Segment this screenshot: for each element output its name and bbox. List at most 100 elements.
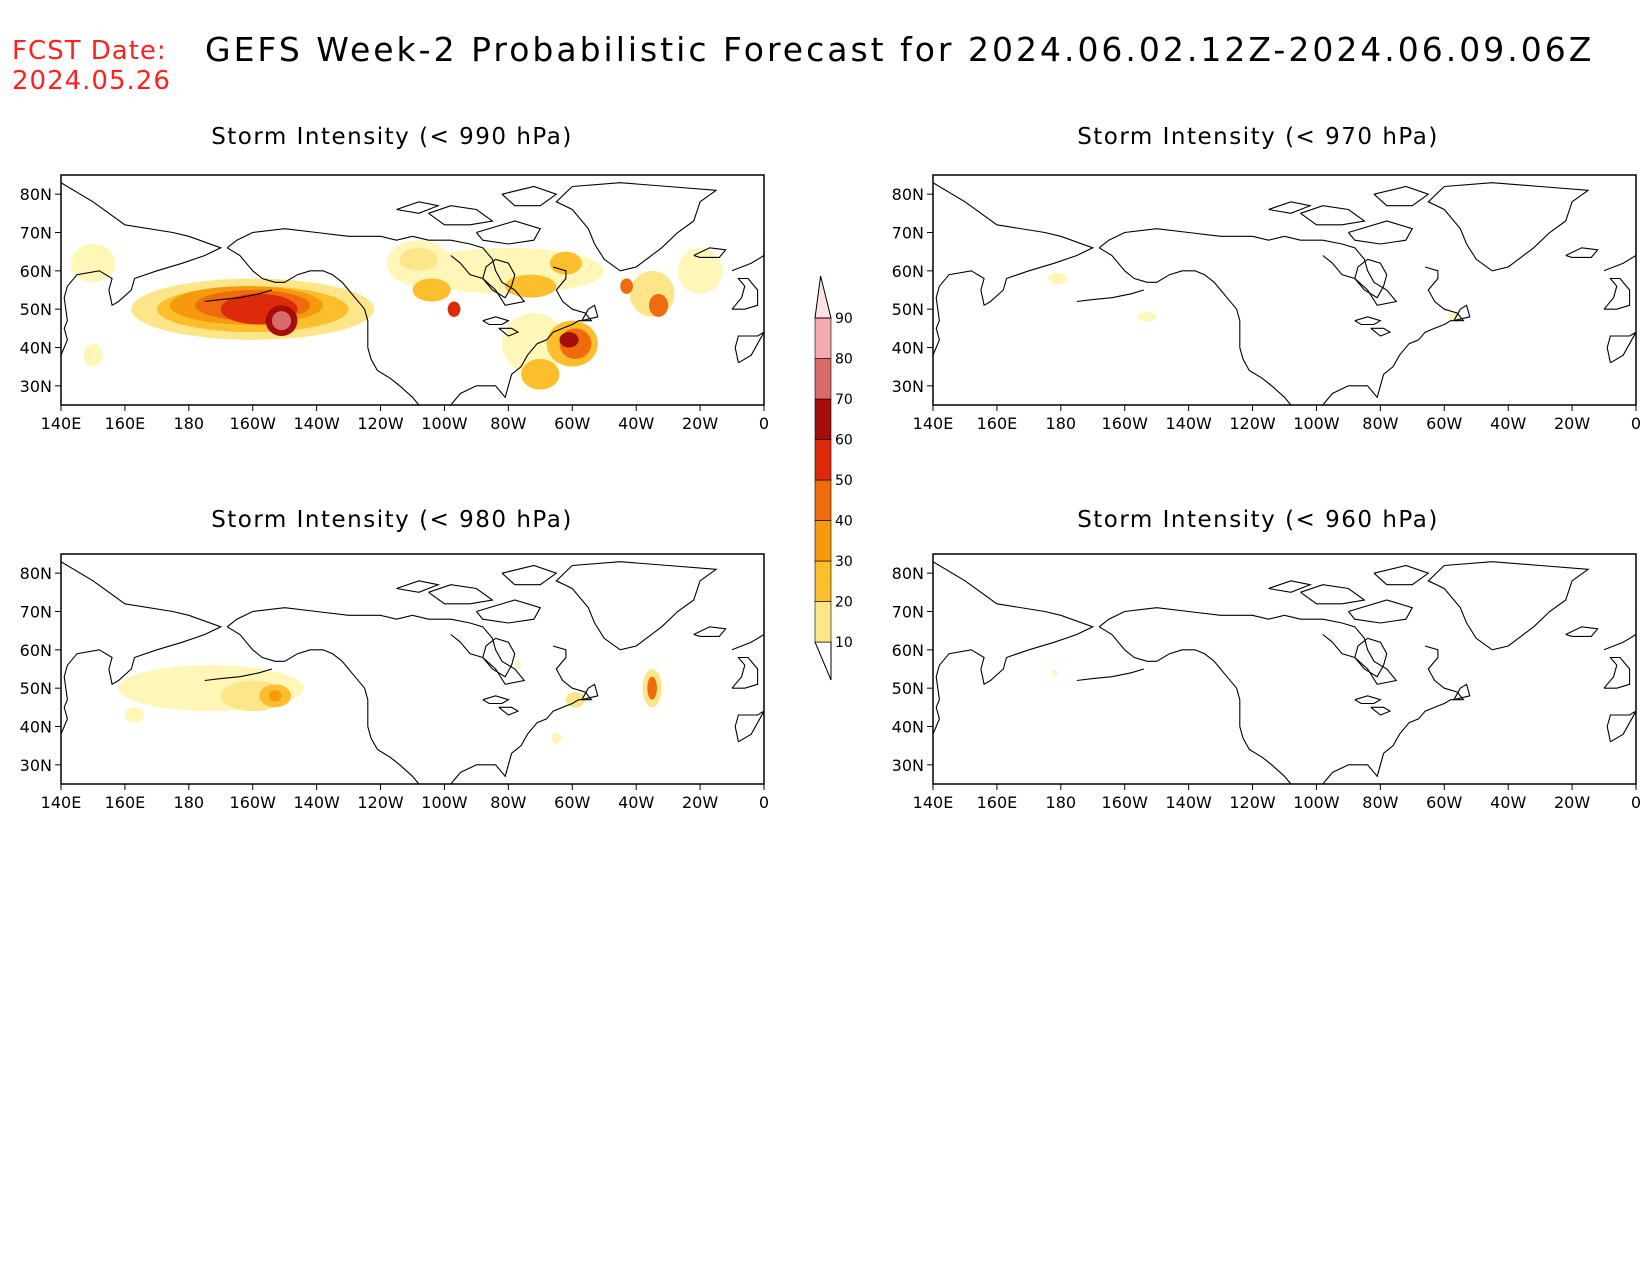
lon-tick-label: 40W xyxy=(618,793,654,812)
coastline xyxy=(482,316,510,326)
coastline xyxy=(1354,695,1382,705)
coastline xyxy=(1076,668,1145,682)
coastline xyxy=(1300,205,1366,226)
probability-area xyxy=(521,359,560,390)
lon-tick-label: 140W xyxy=(293,414,340,433)
coastline xyxy=(1373,185,1430,207)
probability-area xyxy=(83,343,103,367)
colorbar-segment xyxy=(814,439,832,481)
panel-title-980: Storm Intensity (< 980 hPa) xyxy=(211,507,573,533)
coastline xyxy=(1453,683,1471,701)
coastline xyxy=(731,232,764,272)
coastline xyxy=(581,304,599,322)
forecast-date-label: FCST Date: xyxy=(12,36,167,66)
probability-area xyxy=(70,243,116,283)
map-frame xyxy=(932,553,1637,785)
coastline xyxy=(1098,247,1292,405)
lon-tick-label: 0 xyxy=(759,793,769,812)
map-frame xyxy=(60,553,765,785)
lon-tick-label: 160E xyxy=(105,793,146,812)
coastline xyxy=(396,580,441,593)
coastline xyxy=(1603,277,1631,310)
coastline xyxy=(734,710,764,743)
probability-area xyxy=(505,274,557,298)
lon-tick-label: 100W xyxy=(1293,793,1340,812)
probability-area xyxy=(501,313,566,375)
probability-area xyxy=(1137,312,1157,322)
coastline xyxy=(1354,316,1382,326)
colorbar-label: 40 xyxy=(835,514,853,530)
lon-tick-label: 160W xyxy=(1102,793,1149,812)
panel-title-960: Storm Intensity (< 960 hPa) xyxy=(1077,507,1439,533)
coastline xyxy=(1347,599,1414,624)
coastline xyxy=(1322,266,1465,405)
lon-tick-label: 160W xyxy=(230,414,277,433)
colorbar-label: 20 xyxy=(835,595,853,611)
lon-tick-label: 80W xyxy=(1362,414,1398,433)
lat-tick-label: 60N xyxy=(20,262,52,281)
forecast-date-block: FCST Date: 2024.05.26 xyxy=(12,36,171,96)
lon-tick-label: 140E xyxy=(41,793,82,812)
lat-tick-label: 30N xyxy=(892,377,924,396)
lon-tick-label: 160W xyxy=(230,793,277,812)
lon-tick-label: 60W xyxy=(1426,414,1462,433)
coastline xyxy=(482,695,510,705)
page-title: GEFS Week-2 Probabilistic Forecast for 2… xyxy=(205,30,1595,69)
lon-tick-label: 140E xyxy=(913,793,954,812)
coastline xyxy=(1354,258,1388,299)
probability-colorbar: 10 20 30 40 50 60 70 80 90 xyxy=(814,275,853,681)
lat-tick-label: 40N xyxy=(892,339,924,358)
lon-tick-label: 120W xyxy=(1229,793,1276,812)
coastline xyxy=(1322,645,1465,784)
probability-area xyxy=(124,707,145,723)
colorbar-segment xyxy=(814,479,832,521)
coastline xyxy=(731,656,759,689)
coastline xyxy=(1098,228,1398,306)
lon-tick-label: 100W xyxy=(421,414,468,433)
colorbar-segment xyxy=(814,398,832,440)
lon-tick-label: 100W xyxy=(421,793,468,812)
lon-tick-label: 120W xyxy=(357,793,404,812)
coastline xyxy=(498,327,520,337)
coastline xyxy=(1606,331,1636,364)
coastline xyxy=(204,289,273,303)
lat-tick-label: 70N xyxy=(20,603,52,622)
coastline xyxy=(1373,564,1430,586)
lon-tick-label: 0 xyxy=(1631,414,1641,433)
coastline xyxy=(1076,289,1145,303)
coastline xyxy=(498,706,520,716)
lon-tick-label: 160E xyxy=(977,793,1018,812)
lat-tick-label: 70N xyxy=(892,603,924,622)
lat-tick-label: 30N xyxy=(892,756,924,775)
lat-tick-label: 60N xyxy=(892,641,924,660)
probability-area xyxy=(1051,669,1058,676)
colorbar-label: 30 xyxy=(835,554,853,570)
probability-area xyxy=(559,332,579,348)
coastline xyxy=(731,277,759,310)
lat-tick-label: 60N xyxy=(20,641,52,660)
lon-tick-label: 40W xyxy=(618,414,654,433)
lon-tick-label: 20W xyxy=(1554,793,1590,812)
lon-tick-label: 0 xyxy=(1631,793,1641,812)
lat-tick-label: 50N xyxy=(892,300,924,319)
coastline xyxy=(1370,327,1392,337)
coastline xyxy=(731,611,764,651)
coastline xyxy=(501,185,558,207)
coastline xyxy=(1603,232,1636,272)
coastline xyxy=(1453,304,1471,322)
lon-tick-label: 140W xyxy=(293,793,340,812)
lat-tick-label: 80N xyxy=(20,185,52,204)
lon-tick-label: 180 xyxy=(1046,793,1077,812)
panel-title-990: Storm Intensity (< 990 hPa) xyxy=(211,124,573,150)
coastline xyxy=(1268,580,1313,593)
probability-area xyxy=(648,293,669,317)
lon-tick-label: 40W xyxy=(1490,414,1526,433)
lon-tick-label: 180 xyxy=(174,414,205,433)
lat-tick-label: 30N xyxy=(20,756,52,775)
lat-tick-label: 50N xyxy=(20,679,52,698)
probability-area xyxy=(514,661,522,670)
colorbar-label: 60 xyxy=(835,433,853,449)
